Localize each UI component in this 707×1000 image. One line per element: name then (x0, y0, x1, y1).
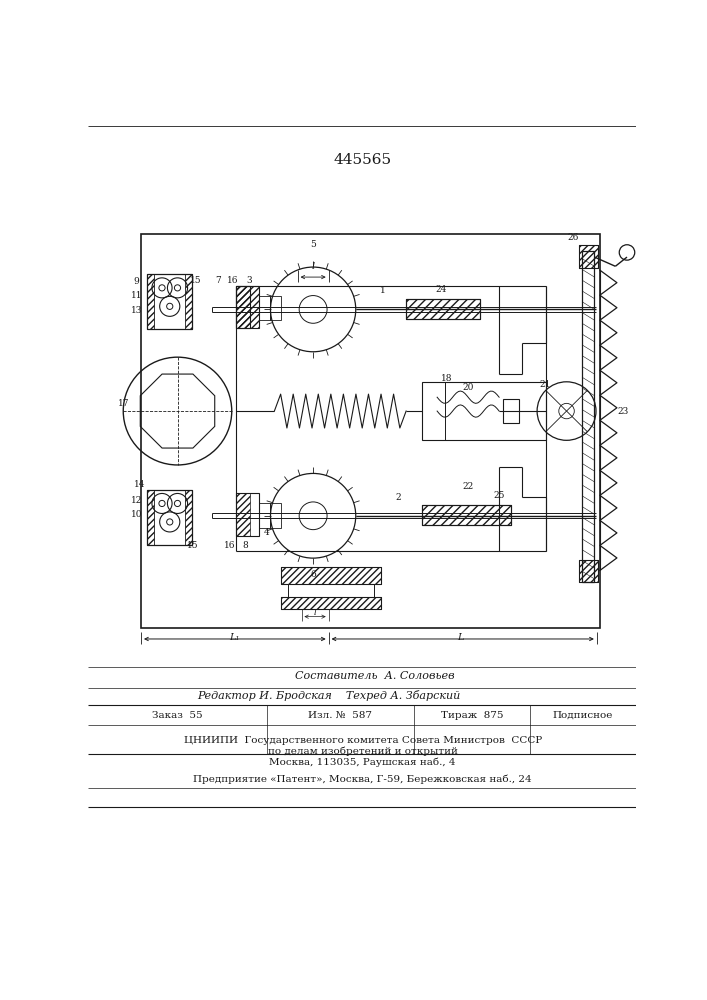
Bar (235, 286, 259, 328)
Text: 15: 15 (190, 276, 202, 285)
Bar (281, 597, 381, 609)
Text: 16: 16 (227, 276, 238, 285)
Bar (141, 234, 600, 628)
Bar (235, 286, 250, 328)
Bar (270, 503, 281, 528)
Text: по делам изобретений и открытий: по делам изобретений и открытий (268, 747, 457, 756)
Text: L: L (457, 633, 464, 642)
Bar (421, 505, 510, 525)
Bar (421, 382, 546, 440)
Text: 10: 10 (131, 510, 142, 519)
Bar (421, 505, 510, 525)
Text: L₁: L₁ (229, 633, 239, 642)
Bar (579, 560, 597, 582)
Text: 15: 15 (187, 541, 199, 550)
Text: 18: 18 (441, 374, 453, 383)
Bar (281, 597, 381, 609)
Text: 21: 21 (540, 380, 551, 389)
Bar (281, 567, 381, 584)
Text: 25: 25 (493, 491, 505, 500)
Text: 5: 5 (310, 240, 316, 249)
Bar (270, 296, 281, 320)
Text: 22: 22 (462, 482, 474, 491)
Bar (579, 560, 597, 582)
Text: 14: 14 (134, 480, 145, 489)
Text: 3: 3 (246, 276, 252, 285)
Text: 9: 9 (134, 277, 139, 286)
Text: Тираж  875: Тираж 875 (440, 711, 503, 720)
Text: 24: 24 (436, 285, 447, 294)
Bar (185, 274, 192, 329)
Text: 23: 23 (617, 407, 629, 416)
Bar (406, 299, 480, 319)
Bar (259, 296, 270, 320)
Text: Составитель  А. Соловьев: Составитель А. Соловьев (296, 671, 455, 681)
Bar (579, 245, 597, 268)
Bar (235, 286, 250, 328)
Text: 8: 8 (243, 541, 249, 550)
Bar (147, 490, 154, 545)
Text: 445565: 445565 (334, 153, 392, 167)
Bar (147, 274, 154, 329)
Text: 17: 17 (117, 399, 129, 408)
Text: 20: 20 (462, 383, 474, 392)
Text: 4: 4 (264, 528, 269, 537)
Text: 11: 11 (131, 291, 142, 300)
Text: 7: 7 (216, 276, 221, 285)
Text: Изл. №  587: Изл. № 587 (308, 711, 373, 720)
Bar (582, 251, 595, 582)
Text: Заказ  55: Заказ 55 (152, 711, 203, 720)
Text: 6: 6 (310, 570, 316, 579)
Bar (235, 493, 250, 536)
Bar (147, 490, 192, 545)
Bar (503, 399, 518, 423)
Bar (281, 567, 381, 584)
Bar (259, 503, 270, 528)
Bar (147, 274, 192, 329)
Text: 26: 26 (567, 233, 578, 242)
Text: Предприятие «Патент», Москва, Г-59, Бережковская наб., 24: Предприятие «Патент», Москва, Г-59, Бере… (194, 774, 532, 784)
Text: ЦНИИПИ  Государственного комитета Совета Министров  СССР: ЦНИИПИ Государственного комитета Совета … (184, 736, 542, 745)
Text: 2: 2 (395, 493, 401, 502)
Text: 13: 13 (131, 306, 142, 315)
Text: l: l (312, 262, 315, 271)
Text: 16: 16 (224, 541, 236, 550)
Bar (579, 245, 597, 268)
Bar (235, 493, 259, 536)
Text: Подписное: Подписное (553, 711, 613, 720)
Bar (406, 299, 480, 319)
Text: Редактор И. Бродская    Техред А. Збарский: Редактор И. Бродская Техред А. Збарский (197, 690, 460, 701)
Text: Москва, 113035, Раушская наб., 4: Москва, 113035, Раушская наб., 4 (269, 757, 456, 767)
Text: l: l (313, 609, 316, 617)
Text: 1: 1 (380, 286, 386, 295)
Text: 12: 12 (131, 496, 142, 505)
Bar (185, 490, 192, 545)
